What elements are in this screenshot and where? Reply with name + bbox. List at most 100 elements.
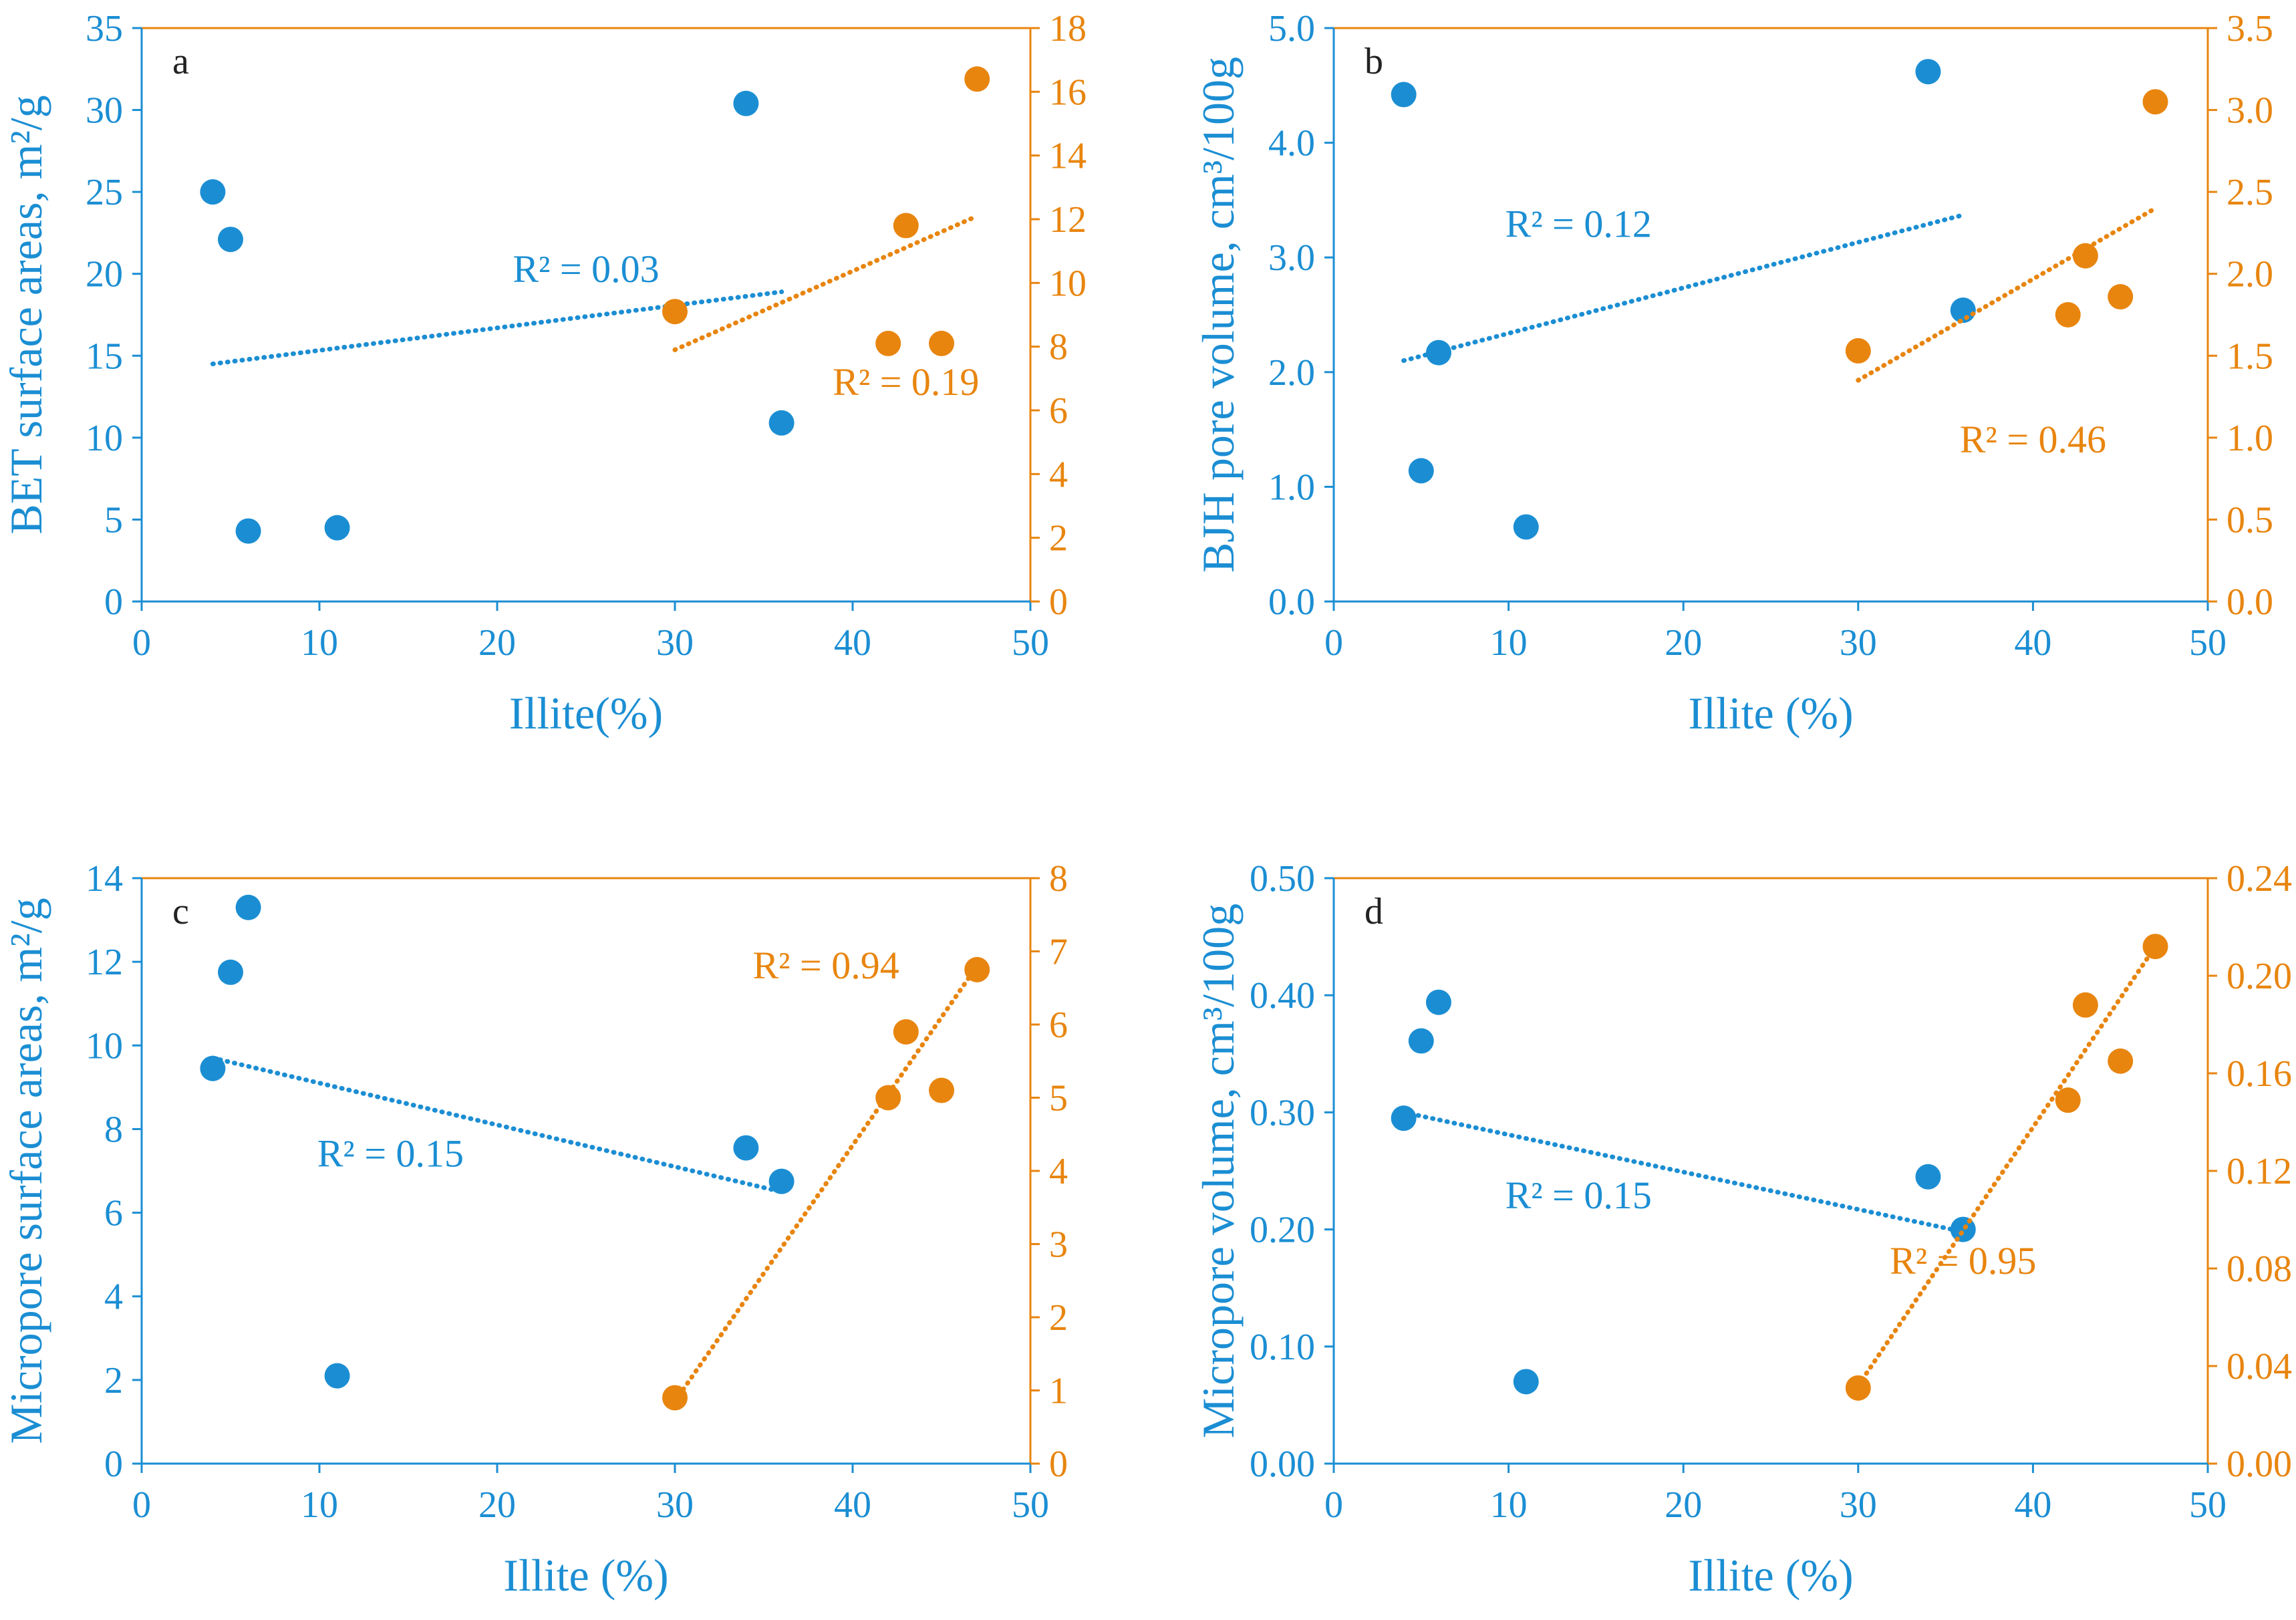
right-y-tick-label: 0 [1049,1444,1068,1485]
data-point-blue [733,90,759,116]
data-point-blue [733,1135,759,1161]
data-point-orange [2055,1087,2081,1113]
x-tick-label: 30 [656,1484,694,1526]
data-point-blue [218,227,243,253]
left-y-tick-label: 6 [104,1193,123,1234]
left-y-tick-label: 8 [104,1109,123,1150]
data-point-blue [200,1055,226,1081]
right-y-tick-label: 3.0 [2227,90,2273,132]
x-tick-label: 20 [478,622,516,664]
left-y-tick-label: 25 [86,172,123,213]
trendline-blue [210,289,784,367]
left-y-tick-label: 2.0 [1268,352,1315,394]
left-y-axis-title: BET surface areas, m²/g [1,95,51,534]
r-squared-label-orange: R² = 0.94 [752,944,899,987]
data-point-blue [1425,340,1451,366]
left-y-tick-label: 4 [104,1276,123,1318]
x-tick-label: 20 [478,1484,516,1526]
right-y-tick-label: 4 [1049,454,1068,495]
right-y-tick-label: 0.5 [2227,499,2273,541]
r-squared-label-blue: R² = 0.12 [1505,202,1652,245]
right-y-tick-label: 6 [1049,390,1068,432]
x-tick-label: 40 [834,622,871,664]
data-point-blue [235,894,261,920]
x-tick-label: 50 [1012,622,1049,664]
r-squared-label-orange: R² = 0.95 [1890,1239,2036,1282]
data-point-orange [893,1019,919,1045]
left-y-tick-label: 14 [86,858,123,900]
trendline-orange [672,213,980,352]
left-y-tick-label: 0.50 [1250,858,1315,900]
left-y-tick-label: 0.10 [1250,1327,1315,1368]
right-y-tick-label: 0.00 [2227,1444,2292,1485]
data-point-orange [2072,243,2098,269]
trendline-blue [210,1055,784,1194]
left-y-tick-label: 5.0 [1268,8,1315,49]
x-tick-label: 50 [2189,622,2227,664]
data-point-orange [893,213,919,239]
x-tick-label: 20 [1665,1484,1702,1526]
right-y-tick-label: 1.0 [2227,418,2273,459]
left-y-tick-label: 1.0 [1268,466,1315,508]
x-tick-label: 30 [656,622,694,664]
panel-label: a [172,41,189,82]
right-y-tick-label: 2.0 [2227,254,2273,295]
data-point-blue [1513,1369,1539,1395]
x-axis-title: Illite(%) [509,688,663,738]
data-point-blue [324,515,350,541]
left-y-axis-title: Micropore surface areas, m²/g [1,898,51,1444]
panel-b: 0 10 20 30 40 500.01.02.03.04.05.00.00.51.01.… [1193,8,2273,738]
right-y-tick-label: 1 [1049,1371,1068,1412]
left-y-tick-label: 0.30 [1250,1092,1315,1133]
data-point-orange [1845,1375,1871,1401]
right-y-tick-label: 0.20 [2227,956,2292,997]
data-point-blue [1950,297,1976,323]
x-tick-label: 0 [1324,1484,1343,1526]
right-y-tick-label: 0.08 [2227,1248,2292,1290]
x-tick-label: 40 [2014,1484,2051,1526]
data-point-blue [1408,458,1434,484]
panel-a: 0 10 20 30 40 5005101520253035024681012141618… [1,8,1087,738]
right-y-tick-label: 0.24 [2227,858,2292,900]
data-point-blue [1915,59,1941,85]
x-tick-label: 50 [2189,1484,2227,1526]
right-y-tick-label: 0.04 [2227,1346,2292,1387]
left-y-tick-label: 15 [86,335,123,377]
left-y-tick-label: 0 [104,581,123,623]
right-y-tick-label: 0.0 [2227,581,2273,623]
x-tick-label: 10 [1490,1484,1528,1526]
trendline-orange [1856,944,2158,1388]
right-y-tick-label: 0.12 [2227,1151,2292,1192]
left-y-tick-label: 3.0 [1268,237,1315,279]
right-y-tick-label: 4 [1049,1151,1068,1192]
data-point-orange [2108,1048,2134,1074]
x-tick-label: 30 [1840,1484,1877,1526]
left-y-tick-label: 12 [86,942,123,983]
data-point-orange [875,330,901,356]
right-y-tick-label: 14 [1049,136,1087,177]
data-point-orange [2142,89,2168,115]
panel-label: d [1365,891,1383,932]
x-axis-title: Illite (%) [1688,688,1853,738]
right-y-tick-label: 8 [1049,858,1068,900]
right-y-tick-label: 16 [1049,72,1087,113]
x-tick-label: 10 [301,622,338,664]
data-point-orange [2142,934,2168,960]
left-y-tick-label: 5 [104,499,123,541]
right-y-tick-label: 2 [1049,1297,1068,1339]
data-point-orange [875,1085,901,1111]
x-tick-label: 0 [132,1484,151,1526]
data-point-blue [1513,514,1539,540]
left-y-tick-label: 35 [86,8,123,49]
right-y-tick-label: 12 [1049,199,1087,241]
data-point-orange [964,956,990,982]
x-tick-label: 10 [301,1484,338,1526]
trendline-orange [1856,206,2158,383]
panel-label: c [172,891,189,932]
x-axis-title: Illite (%) [503,1550,668,1601]
right-y-tick-label: 6 [1049,1004,1068,1046]
right-y-tick-label: 2.5 [2227,172,2273,213]
data-point-blue [1915,1164,1941,1190]
